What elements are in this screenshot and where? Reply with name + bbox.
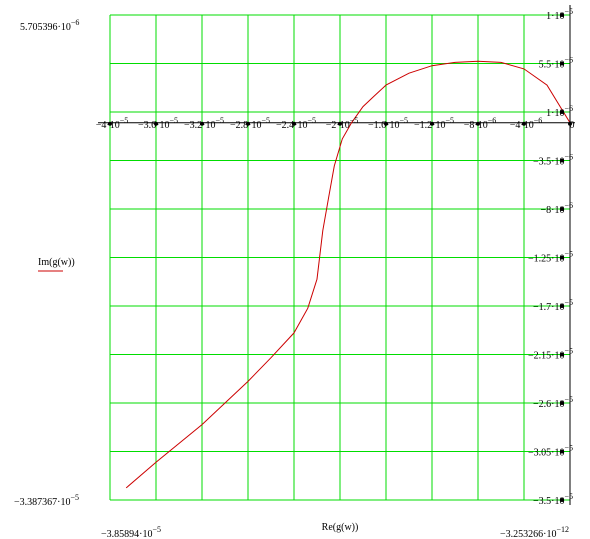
y-tick-label: 5.5·10−6	[539, 56, 573, 71]
tick-labels: −4·10−5 −3.6·10−5 −3.2·10−5 −2.8·10−5 −2.4·1…	[96, 7, 575, 507]
x-tick-marker	[338, 121, 342, 126]
x-tick-marker	[292, 121, 296, 126]
x-tick-label: −2.4·10−5	[276, 116, 316, 131]
grid	[98, 5, 575, 505]
y-tick-marker	[560, 158, 564, 163]
x-min-label: −3.85894·10−5	[101, 525, 161, 539]
y-min-label: −3.387367·10−5	[14, 493, 79, 508]
y-tick-marker	[560, 255, 564, 260]
x-tick-label: −4·10−6	[510, 116, 543, 131]
y-tick-label: −1.7·10−5	[533, 298, 573, 313]
y-tick-marker	[560, 401, 564, 405]
x-tick-label: −8·10−6	[464, 116, 497, 131]
y-tick-label: −3.5·10−6	[533, 153, 573, 168]
x-tick-marker	[522, 121, 526, 126]
y-tick-label: −1.25·10−5	[528, 250, 573, 265]
x-axis-label: Re(g(w))	[322, 522, 359, 533]
x-tick-label: −3.6·10−5	[138, 116, 178, 131]
y-tick-marker	[560, 13, 564, 17]
x-tick-marker	[430, 121, 434, 126]
x-tick-marker	[200, 121, 204, 126]
x-tick-label: −1.2·10−5	[414, 116, 454, 131]
y-tick-marker	[560, 449, 564, 454]
y-tick-label: −3.05·10−5	[528, 444, 573, 459]
x-tick-marker	[108, 121, 112, 126]
y-tick-marker	[560, 61, 564, 66]
y-tick-marker	[560, 304, 564, 308]
y-tick-label: −2.6·10−5	[533, 395, 573, 410]
y-tick-marker	[560, 498, 564, 502]
series-layer	[125, 60, 571, 489]
x-tick-label: −3.2·10−5	[184, 116, 224, 131]
x-max-label: −3.253266·10−12	[500, 525, 569, 539]
x-tick-marker	[246, 121, 250, 126]
x-tick-label: −4·10−5	[96, 116, 129, 131]
y-tick-label: −2.15·10−5	[528, 347, 573, 362]
x-tick-marker	[384, 121, 388, 126]
y-tick-label: −8·10−6	[541, 201, 574, 216]
x-tick-marker	[154, 121, 158, 126]
x-tick-label: 0	[570, 120, 575, 131]
x-tick-label: −1.6·10−5	[368, 116, 408, 131]
legend-label: Im(g(w))	[38, 257, 75, 268]
x-tick-marker	[476, 121, 480, 126]
series-line-im-g-w	[125, 60, 571, 489]
x-tick-label: −2·10−5	[326, 116, 359, 131]
y-tick-marker	[560, 207, 564, 211]
x-tick-marker	[568, 121, 572, 126]
y-max-label: 5.705396·10−6	[20, 18, 79, 33]
x-tick-label: −2.8·10−5	[230, 116, 270, 131]
y-tick-marker	[560, 352, 564, 357]
y-tick-label: 1·10−5	[546, 7, 573, 22]
y-tick-marker	[560, 110, 564, 114]
y-tick-label: −3.5·10−5	[533, 492, 573, 507]
y-tick-label: 1·10−6	[546, 104, 573, 119]
